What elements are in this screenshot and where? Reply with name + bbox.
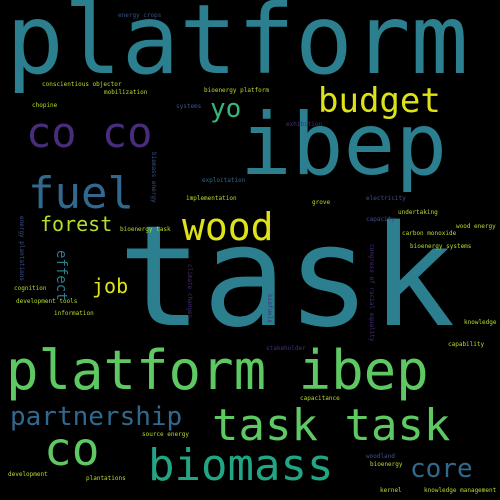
- word-conscientious-objector: conscientious objector: [42, 81, 122, 88]
- word-budget: budget: [318, 81, 441, 121]
- word-exhibition: exhibition: [286, 121, 323, 128]
- word-undertaking: undertaking: [398, 209, 438, 216]
- word-bioenergy: bioenergy: [370, 461, 403, 468]
- word-mobilization: mobilization: [104, 89, 148, 96]
- word-partnership: partnership: [10, 402, 183, 432]
- word-biomass-energy: biomass energy: [150, 152, 157, 203]
- word-development: development: [8, 471, 48, 478]
- word-bioenergy-systems: bioenergy systems: [410, 243, 472, 250]
- word-source-energy: source energy: [142, 431, 189, 438]
- word-carbon-monoxide: carbon monoxide: [402, 230, 457, 237]
- word-energy-plantations: energy plantations: [18, 216, 25, 282]
- word-biomass: biomass: [148, 440, 334, 491]
- word-task-large: task: [118, 196, 456, 359]
- word-electricity: electricity: [366, 195, 406, 202]
- word-congress-of-racial-equality: congress of racial equality: [368, 244, 375, 342]
- word-ibep: ibep: [240, 95, 448, 195]
- word-systems: systems: [176, 103, 202, 110]
- word-chopine: chopine: [32, 102, 58, 109]
- word-co-co: co co: [26, 108, 153, 157]
- word-capability: capability: [448, 341, 485, 348]
- word-energy-crops: energy crops: [118, 12, 162, 19]
- word-yo: yo: [210, 94, 242, 124]
- word-cognition: cognition: [14, 285, 47, 292]
- word-capacity: capacity: [366, 216, 395, 223]
- word-forest: forest: [40, 212, 113, 236]
- word-capacitance: capacitance: [300, 395, 340, 402]
- word-stakeholder: stakeholder: [266, 345, 306, 352]
- word-wood: wood: [182, 205, 274, 249]
- word-implementation: implementation: [186, 195, 237, 202]
- word-plantations: plantations: [86, 475, 126, 482]
- word-platform: platform: [6, 0, 469, 96]
- word-development-tools: development tools: [16, 298, 78, 305]
- word-biofuels: biofuels: [266, 294, 273, 323]
- word-climate-changes: climate changes: [186, 264, 193, 319]
- word-kernel: kernel: [380, 487, 402, 494]
- word-fuel: fuel: [28, 168, 134, 219]
- word-bioenergy-task: bioenergy task: [120, 226, 171, 233]
- word-knowledge-management: knowledge management: [424, 487, 497, 494]
- word-core: core: [410, 454, 473, 484]
- word-wood-energy: wood energy: [456, 223, 496, 230]
- word-grove: grove: [312, 199, 331, 206]
- word-task-task: task task: [212, 400, 451, 451]
- word-bioenergy-platform: bioenergy platform: [204, 87, 270, 94]
- word-co: co: [44, 422, 100, 476]
- word-effect: effect: [53, 250, 69, 301]
- word-information: information: [54, 310, 94, 317]
- word-knowledge: knowledge: [464, 319, 497, 326]
- word-woodland: woodland: [366, 453, 395, 460]
- word-job: job: [92, 274, 129, 298]
- word-platform-ibep: platform ibep: [6, 339, 429, 402]
- word-exploitation: exploitation: [202, 177, 246, 184]
